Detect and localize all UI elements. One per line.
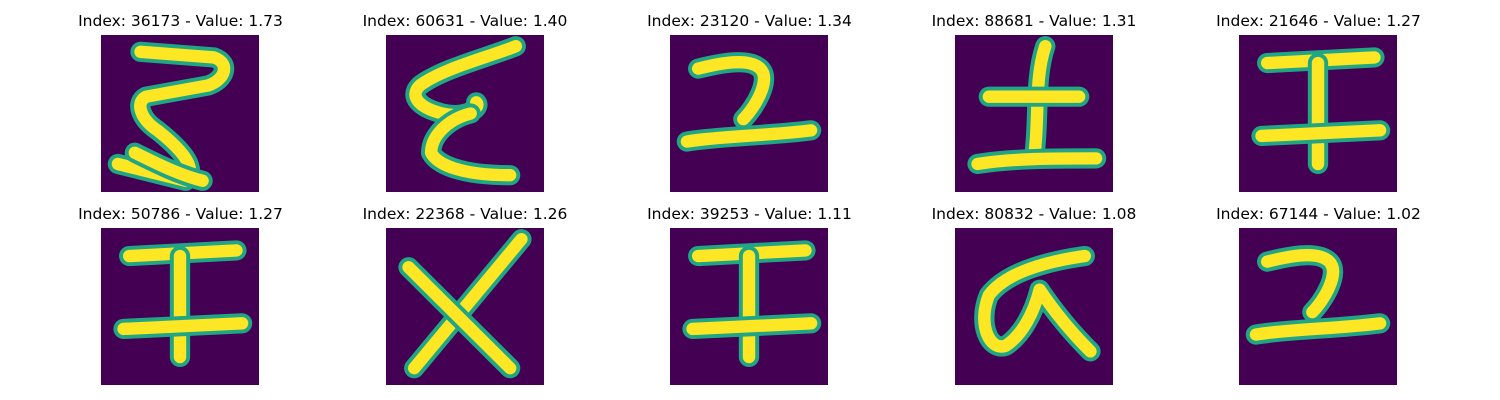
- digit-image: [670, 35, 828, 192]
- glyph-i-beam: [682, 240, 822, 368]
- panel-title: Index: 21646 - Value: 1.27: [1216, 12, 1421, 30]
- glyph-stroke: [111, 45, 231, 187]
- panel-title: Index: 36173 - Value: 1.73: [78, 12, 283, 30]
- glyph-x-cross: [397, 229, 532, 379]
- glyph-stroke: [686, 317, 818, 336]
- glyph-zigzag-3: [107, 41, 235, 191]
- panel-title: Index: 22368 - Value: 1.26: [362, 205, 568, 223]
- glyph-stroke: [424, 107, 516, 182]
- panel-title: Index: 23120 - Value: 1.34: [647, 12, 852, 30]
- panel-title: Index: 50786 - Value: 1.27: [78, 205, 283, 223]
- digit-image: [1239, 35, 1397, 192]
- glyph-stroke: [692, 56, 771, 126]
- panel-title: Index: 39253 - Value: 1.11: [647, 205, 852, 223]
- glyph-zigzag-e: [404, 36, 526, 186]
- glyph-stroke: [970, 152, 1102, 171]
- digit-image: [954, 35, 1113, 192]
- panel-3: Index: 23120 - Value: 1.34: [607, 0, 892, 192]
- digit-image: [1239, 228, 1397, 385]
- panel-9: Index: 80832 - Value: 1.08: [892, 193, 1177, 385]
- glyph-stroke: [128, 146, 209, 187]
- panel-8: Index: 39253 - Value: 1.11: [607, 193, 892, 385]
- digit-image: [101, 228, 259, 385]
- panel-6: Index: 50786 - Value: 1.27: [38, 193, 323, 385]
- panel-title: Index: 80832 - Value: 1.08: [931, 205, 1137, 223]
- glyph-i-beam: [1251, 47, 1391, 175]
- glyph-stroke: [680, 124, 818, 148]
- panel-title: Index: 60631 - Value: 1.40: [362, 12, 568, 30]
- digit-image: [385, 35, 544, 192]
- panel-2: Index: 60631 - Value: 1.40: [323, 0, 608, 192]
- digit-image: [954, 228, 1113, 385]
- digit-image: [385, 228, 544, 385]
- glyph-stroke: [401, 261, 516, 375]
- panel-7: Index: 22368 - Value: 1.26: [323, 193, 608, 385]
- glyph-i-beam: [113, 240, 253, 368]
- panel-5: Index: 21646 - Value: 1.27: [1176, 0, 1461, 192]
- glyph-ko-hook: [1245, 245, 1391, 345]
- digit-image: [670, 228, 828, 385]
- panel-title: Index: 67144 - Value: 1.02: [1216, 205, 1421, 223]
- digit-image: [101, 35, 259, 192]
- glyph-stroke: [977, 249, 1097, 358]
- glyph-tsuchi: [966, 36, 1106, 175]
- glyph-alpha: [973, 245, 1101, 362]
- glyph-stroke: [1255, 124, 1387, 143]
- panel-1: Index: 36173 - Value: 1.73: [38, 0, 323, 192]
- glyph-stroke: [1261, 249, 1340, 319]
- panel-4: Index: 88681 - Value: 1.31: [892, 0, 1177, 192]
- panel-10: Index: 67144 - Value: 1.02: [1176, 193, 1461, 385]
- panel-title: Index: 88681 - Value: 1.31: [931, 12, 1137, 30]
- glyph-ko-hook: [676, 52, 822, 152]
- glyph-stroke: [1249, 317, 1387, 341]
- glyph-stroke: [407, 233, 528, 375]
- glyph-stroke: [117, 317, 249, 336]
